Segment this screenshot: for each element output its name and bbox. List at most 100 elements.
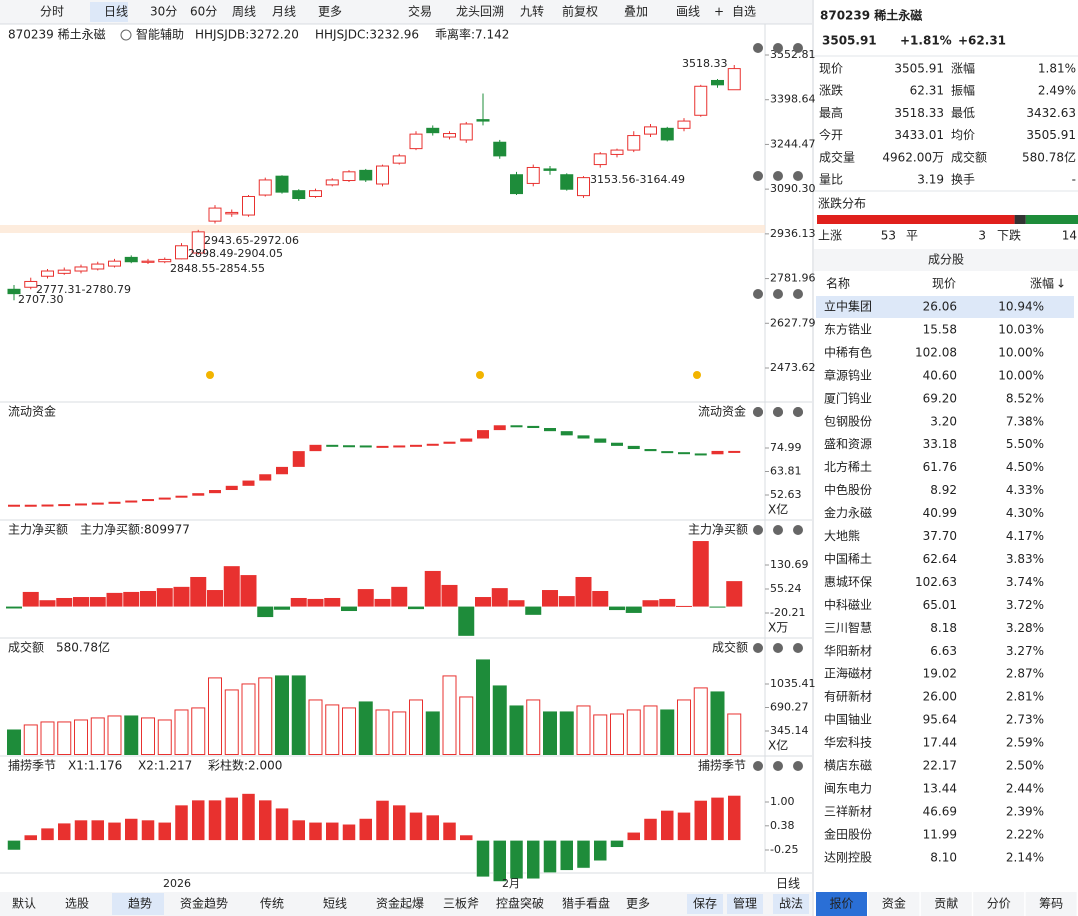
- bottom-tab[interactable]: 三板斧: [443, 897, 479, 911]
- toolbar-tab[interactable]: 周线: [232, 5, 256, 19]
- stock-name[interactable]: 闽东电力: [824, 781, 872, 795]
- flow-bar: [527, 425, 540, 429]
- stock-name[interactable]: 北方稀土: [824, 459, 872, 474]
- main-bar: [391, 586, 408, 607]
- stock-pct: 10.00%: [998, 368, 1044, 382]
- stock-name[interactable]: 有研新材: [824, 689, 872, 704]
- stock-name[interactable]: 华阳新材: [824, 643, 872, 658]
- bottom-action[interactable]: 战法: [779, 897, 803, 911]
- panel-icon[interactable]: [793, 525, 803, 535]
- toolbar-tab[interactable]: 月线: [272, 5, 296, 19]
- stock-name[interactable]: 惠城环保: [824, 575, 872, 589]
- toolbar-button[interactable]: 交易: [408, 4, 432, 19]
- panel-icon[interactable]: [753, 407, 763, 417]
- right-tab[interactable]: 贡献: [934, 896, 958, 911]
- panel-icon[interactable]: [793, 289, 803, 299]
- column-header[interactable]: 涨幅: [1030, 276, 1054, 291]
- stock-name[interactable]: 中稀有色: [824, 344, 872, 359]
- stock-name[interactable]: 中国稀土: [824, 551, 872, 566]
- bottom-tab[interactable]: 短线: [323, 897, 347, 911]
- stock-name[interactable]: 达刚控股: [824, 850, 872, 864]
- bottom-tab[interactable]: 选股: [65, 897, 89, 911]
- panel-icon[interactable]: [753, 171, 763, 181]
- panel-icon[interactable]: [773, 289, 783, 299]
- toolbar-button[interactable]: 九转: [520, 4, 544, 19]
- toolbar-tab[interactable]: 日线: [104, 5, 128, 19]
- stock-name[interactable]: 厦门钨业: [824, 390, 872, 405]
- right-tab[interactable]: 报价: [829, 896, 853, 911]
- stock-name[interactable]: 中科磁业: [824, 597, 872, 612]
- stock-name[interactable]: 中国铀业: [824, 712, 872, 727]
- panel-icon[interactable]: [773, 761, 783, 771]
- stock-name[interactable]: 包钢股份: [824, 414, 872, 428]
- panel-icon[interactable]: [793, 171, 803, 181]
- toolbar-tab[interactable]: 60分: [190, 5, 217, 19]
- toolbar-tab[interactable]: 更多: [318, 5, 342, 19]
- toolbar-button[interactable]: 龙头回溯: [456, 4, 504, 19]
- right-tab[interactable]: 筹码: [1039, 897, 1063, 911]
- stock-name[interactable]: 东方锆业: [824, 321, 872, 336]
- column-header[interactable]: 现价: [932, 277, 956, 291]
- stock-name[interactable]: 大地熊: [824, 528, 860, 543]
- stock-name[interactable]: 横店东磁: [824, 758, 872, 773]
- stock-name[interactable]: 章源钨业: [824, 367, 872, 382]
- stock-name[interactable]: 金力永磁: [824, 505, 872, 520]
- flow-bar: [242, 480, 255, 486]
- stock-name[interactable]: 正海磁材: [824, 666, 872, 681]
- panel-icon[interactable]: [753, 525, 763, 535]
- bottom-tab[interactable]: 默认: [12, 896, 36, 911]
- stock-name[interactable]: 金田股份: [824, 826, 872, 841]
- right-tab[interactable]: 分价: [987, 897, 1011, 911]
- bottom-tab[interactable]: 资金趋势: [180, 896, 228, 911]
- flow-bar: [125, 500, 138, 503]
- bottom-action[interactable]: 管理: [733, 896, 757, 911]
- stock-name[interactable]: 三川智慧: [824, 620, 872, 635]
- right-tab[interactable]: 资金: [882, 896, 906, 911]
- toolbar-button[interactable]: 画线: [676, 5, 700, 19]
- panel-icon[interactable]: [753, 43, 763, 53]
- volume-bar: [141, 717, 155, 756]
- candle-body: [727, 68, 741, 91]
- panel-icon[interactable]: [753, 761, 763, 771]
- flow-bar: [75, 503, 87, 506]
- bottom-tab[interactable]: 更多: [626, 897, 650, 911]
- panel-icon[interactable]: [793, 761, 803, 771]
- bottom-tab[interactable]: 趋势: [128, 897, 152, 911]
- candle-body: [493, 141, 507, 157]
- y-tick-label: 2781.96: [770, 272, 816, 285]
- toolbar-tab[interactable]: 分时: [40, 5, 64, 19]
- stock-name[interactable]: 中色股份: [824, 482, 872, 497]
- toolbar-tab[interactable]: 30分: [150, 5, 177, 19]
- bottom-tab[interactable]: 资金起爆: [376, 896, 424, 911]
- panel-icon[interactable]: [793, 643, 803, 653]
- bottom-tab[interactable]: 传统: [260, 896, 284, 911]
- quote-label: 涨幅: [951, 61, 975, 76]
- panel-icon[interactable]: [753, 643, 763, 653]
- panel-icon[interactable]: [773, 407, 783, 417]
- main-bar: [491, 588, 508, 607]
- stock-name[interactable]: 华宏科技: [824, 735, 872, 750]
- main-bar: [692, 541, 709, 607]
- season-bar: [91, 819, 105, 841]
- quote-label: 现价: [819, 62, 843, 76]
- panel-icon[interactable]: [753, 289, 763, 299]
- bottom-tab[interactable]: 猎手看盘: [562, 896, 610, 911]
- stock-name[interactable]: 三祥新材: [824, 803, 872, 818]
- stock-pct: 2.39%: [1006, 804, 1044, 818]
- toolbar-button[interactable]: 前复权: [562, 4, 598, 19]
- stock-name[interactable]: 盛和资源: [824, 436, 872, 451]
- toolbar-button[interactable]: 自选: [732, 5, 756, 19]
- toolbar-button[interactable]: 叠加: [624, 5, 648, 19]
- panel-icon[interactable]: [773, 643, 783, 653]
- main-bar: [106, 592, 123, 607]
- panel-icon[interactable]: [793, 43, 803, 53]
- panel-icon[interactable]: [773, 525, 783, 535]
- flow-bar: [426, 443, 439, 446]
- panel-icon[interactable]: [773, 171, 783, 181]
- bottom-action[interactable]: 保存: [693, 897, 717, 911]
- panel-icon[interactable]: [793, 407, 803, 417]
- panel-icon[interactable]: [773, 43, 783, 53]
- stock-name[interactable]: 立中集团: [824, 299, 872, 314]
- candle-body: [443, 133, 456, 138]
- bottom-tab[interactable]: 控盘突破: [496, 896, 544, 911]
